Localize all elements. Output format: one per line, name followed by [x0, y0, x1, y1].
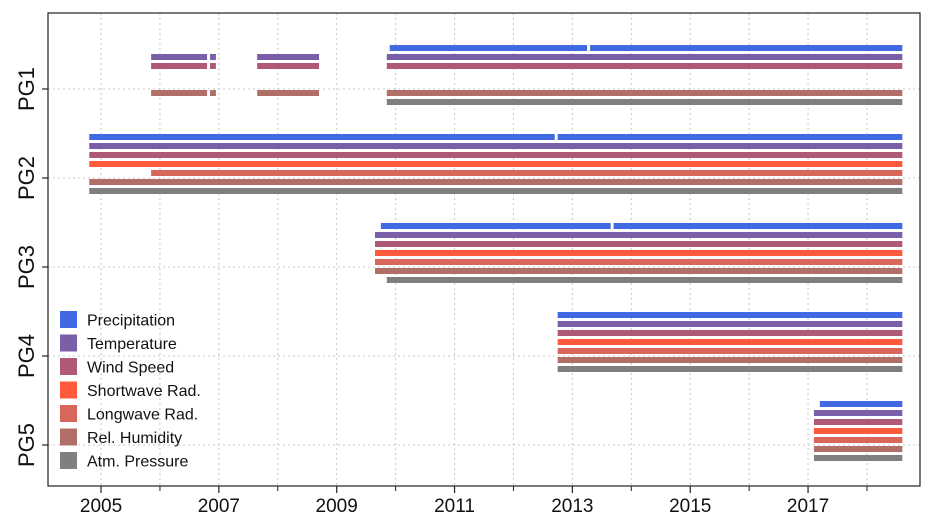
bar-pg3-precip [380, 223, 611, 229]
bar-pg1-precip [389, 45, 588, 51]
x-tick-label: 2013 [551, 496, 593, 515]
legend-swatch [60, 428, 77, 446]
legend-item-lw: Longwave Rad. [60, 405, 198, 424]
bar-pg1-rh [210, 90, 216, 96]
bar-pg1-rh [151, 90, 208, 96]
x-tick-label: 2011 [434, 496, 475, 515]
legend-item-precip: Precipitation [60, 311, 175, 330]
x-tick-label: 2017 [787, 496, 829, 515]
bar-pg2-temp [89, 143, 903, 149]
bar-pg5-lw [813, 437, 903, 443]
grid-layer [48, 13, 920, 486]
bar-pg2-precip [89, 134, 555, 140]
station-group-pg1 [151, 45, 903, 105]
bar-pg4-lw [557, 348, 903, 354]
bar-pg5-pres [813, 455, 903, 461]
station-label-pg2: PG2 [14, 156, 39, 200]
bar-pg1-precip [590, 45, 903, 51]
legend-swatch [60, 452, 77, 469]
legend-label: Precipitation [87, 313, 175, 330]
bar-pg3-temp [375, 232, 903, 238]
station-label-pg4: PG4 [14, 334, 39, 378]
legend-label: Temperature [87, 336, 177, 353]
legend: Precipitation Temperature Wind Speed Shortw… [60, 311, 201, 471]
station-group-pg2 [89, 134, 903, 194]
bar-pg1-temp [151, 54, 208, 60]
bar-pg1-temp [386, 54, 903, 60]
station-label-pg3: PG3 [14, 245, 39, 289]
legend-item-temp: Temperature [60, 334, 177, 353]
station-label-pg5: PG5 [14, 423, 39, 467]
bar-pg2-wind [89, 152, 903, 158]
x-tick-label: 2007 [198, 496, 240, 515]
legend-label: Shortwave Rad. [87, 383, 201, 400]
bar-pg4-pres [557, 366, 903, 372]
legend-item-sw: Shortwave Rad. [60, 381, 201, 400]
bar-layer [89, 45, 903, 461]
bar-pg1-wind [257, 63, 320, 69]
x-tick-label: 2005 [80, 496, 122, 515]
legend-label: Atm. Pressure [87, 454, 188, 471]
bar-pg3-precip [613, 223, 903, 229]
x-axis: 2005 2007 2009 2011 2013 2015 2017 [80, 486, 868, 517]
legend-label: Rel. Humidity [87, 430, 182, 447]
bar-pg3-pres [386, 277, 903, 283]
bar-pg5-temp [813, 410, 903, 416]
legend-swatch [60, 381, 77, 399]
bar-pg3-sw [375, 250, 903, 256]
bar-pg5-sw [813, 428, 903, 434]
bar-pg5-rh [813, 446, 903, 452]
bar-pg1-wind [386, 63, 903, 69]
bar-pg2-rh [89, 179, 903, 185]
bar-pg1-wind [210, 63, 216, 69]
bar-pg4-wind [557, 330, 903, 336]
bar-pg1-temp [257, 54, 320, 60]
station-group-pg3 [375, 223, 903, 283]
bar-pg1-rh [386, 90, 903, 96]
legend-item-rh: Rel. Humidity [60, 428, 182, 447]
legend-label: Wind Speed [87, 360, 174, 377]
station-labels: PG1 PG2 PG3 PG4 PG5 [14, 67, 48, 467]
bar-pg5-precip [819, 401, 903, 407]
station-group-pg4 [557, 312, 903, 372]
bar-pg1-rh [257, 90, 320, 96]
bar-pg2-pres [89, 188, 903, 194]
bar-pg3-rh [375, 268, 903, 274]
legend-swatch [60, 358, 77, 375]
plot-frame [47, 12, 921, 487]
station-label-pg1: PG1 [14, 67, 39, 111]
bar-pg4-sw [557, 339, 903, 345]
bar-pg1-pres [386, 99, 903, 105]
bar-pg4-temp [557, 321, 903, 327]
legend-label: Longwave Rad. [87, 407, 198, 424]
bar-pg3-wind [375, 241, 903, 247]
bar-pg1-wind [151, 63, 208, 69]
x-tick-label: 2009 [316, 496, 358, 515]
legend-swatch [60, 334, 77, 352]
station-group-pg5 [813, 401, 903, 461]
bar-pg2-sw [89, 161, 903, 167]
x-tick-label: 2015 [669, 496, 711, 515]
bar-pg4-rh [557, 357, 903, 363]
bar-pg5-wind [813, 419, 903, 425]
legend-item-wind: Wind Speed [60, 358, 174, 377]
bar-pg2-lw [151, 170, 903, 176]
bar-pg4-precip [557, 312, 903, 318]
bar-pg1-temp [210, 54, 216, 60]
legend-item-pres: Atm. Pressure [60, 452, 188, 471]
legend-swatch [60, 311, 77, 328]
legend-swatch [60, 405, 77, 422]
bar-pg3-lw [375, 259, 903, 265]
bar-pg2-precip [557, 134, 903, 140]
